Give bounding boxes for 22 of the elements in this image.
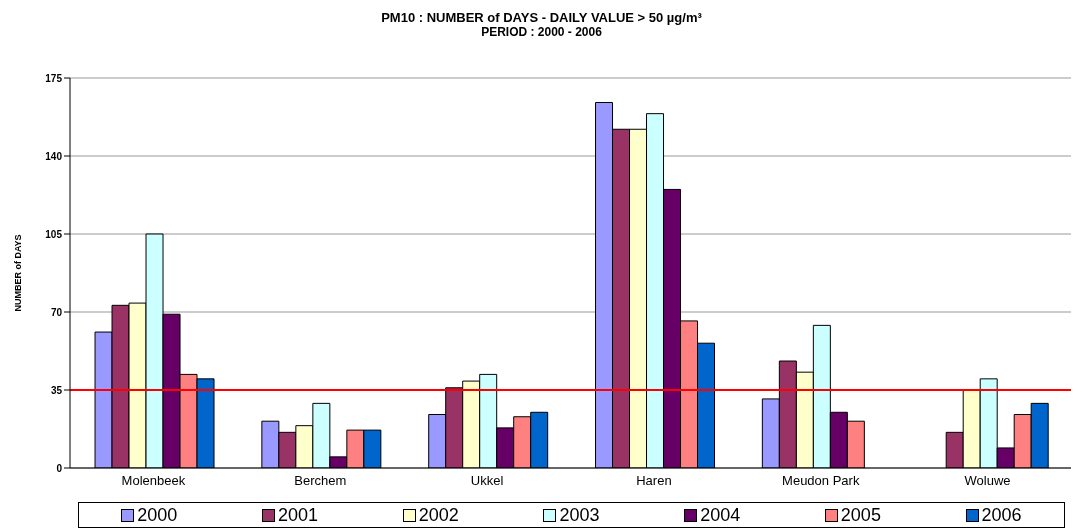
legend-label: 2004: [699, 504, 741, 526]
x-tick-label: Ukkel: [470, 473, 504, 489]
y-tick-label: 140: [45, 150, 63, 162]
x-tick-label: Berchem: [294, 473, 347, 489]
legend-label: 2006: [980, 504, 1022, 526]
y-tick-label: 105: [45, 228, 63, 240]
y-tick-label: 0: [56, 462, 63, 474]
chart-title: PM10 : NUMBER of DAYS - DAILY VALUE > 50 µg/m³: [380, 10, 703, 25]
x-tick-label: Molenbeek: [121, 473, 186, 489]
chart-subtitle: PERIOD : 2000 - 2006: [480, 25, 603, 39]
legend-label: 2000: [136, 504, 178, 526]
x-tick-label: Haren: [636, 473, 672, 489]
y-tick-label: 70: [50, 306, 63, 318]
y-tick-label: 175: [45, 72, 63, 84]
x-tick-label: Woluwe: [964, 473, 1011, 489]
legend-label: 2003: [558, 504, 600, 526]
legend-label: 2002: [417, 504, 459, 526]
legend-label: 2005: [839, 504, 881, 526]
y-axis-title: NUMBER of DAYS: [13, 234, 23, 312]
y-tick-label: 35: [50, 384, 63, 396]
x-tick-label: Meudon Park: [782, 473, 860, 489]
legend-label: 2001: [277, 504, 319, 526]
